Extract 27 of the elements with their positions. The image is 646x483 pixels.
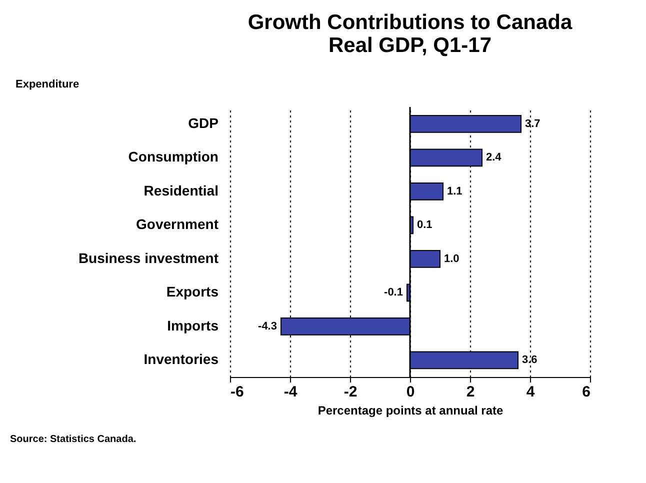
- x-tick-label: -6: [230, 384, 244, 400]
- source-note: Source: Statistics Canada.: [10, 434, 136, 445]
- data-label: 1.0: [444, 252, 460, 265]
- x-axis-title: Percentage points at annual rate: [318, 404, 504, 418]
- y-tick-label: GDP: [188, 114, 218, 131]
- x-tick-label: 6: [582, 384, 590, 400]
- x-tick-label: -2: [344, 384, 358, 400]
- data-label: 2.4: [486, 152, 502, 164]
- y-tick-label: Consumption: [128, 148, 218, 165]
- y-tick-label: Residential: [144, 182, 218, 198]
- data-label: 1.1: [447, 185, 462, 198]
- x-tick-label: 0: [406, 384, 415, 400]
- data-label: 0.1: [417, 219, 432, 232]
- y-tick-label: Business investment: [78, 250, 219, 266]
- data-label: -0.1: [384, 286, 403, 299]
- x-tick-label: 2: [466, 384, 475, 400]
- x-tick-label: -4: [284, 384, 298, 400]
- y-tick-label: Imports: [167, 317, 219, 334]
- y-tick-label: Exports: [166, 284, 219, 300]
- y-tick-label: Inventories: [144, 351, 219, 368]
- chart-title: Growth Contributions to Canada Real GDP, Q1-17: [248, 11, 572, 57]
- data-label: 3.7: [525, 118, 540, 130]
- x-tick-label: 4: [526, 384, 536, 400]
- data-label: -4.3: [258, 320, 277, 332]
- y-axis-title: Expenditure: [16, 78, 80, 90]
- y-tick-label: Government: [136, 216, 219, 232]
- data-label: 3.6: [522, 354, 538, 366]
